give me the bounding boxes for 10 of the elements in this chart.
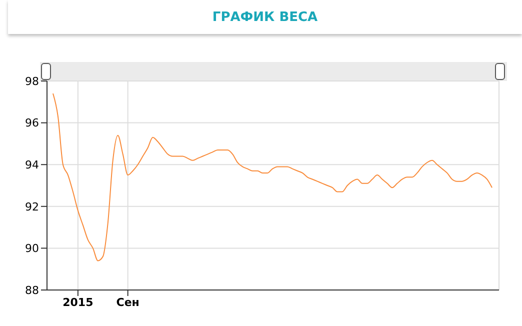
y-tick-label: 88 (25, 284, 39, 297)
y-tick-label: 94 (25, 158, 39, 172)
y-tick-label: 92 (25, 200, 39, 214)
y-tick-label: 96 (25, 116, 39, 130)
y-tick-label: 90 (25, 242, 39, 256)
line-series (52, 93, 492, 262)
y-tick-label: 98 (25, 74, 39, 88)
x-tick-label: Сен (116, 296, 140, 309)
chart-title: ГРАФИК ВЕСА (8, 0, 522, 34)
x-tick-label: 2015 (62, 296, 94, 309)
